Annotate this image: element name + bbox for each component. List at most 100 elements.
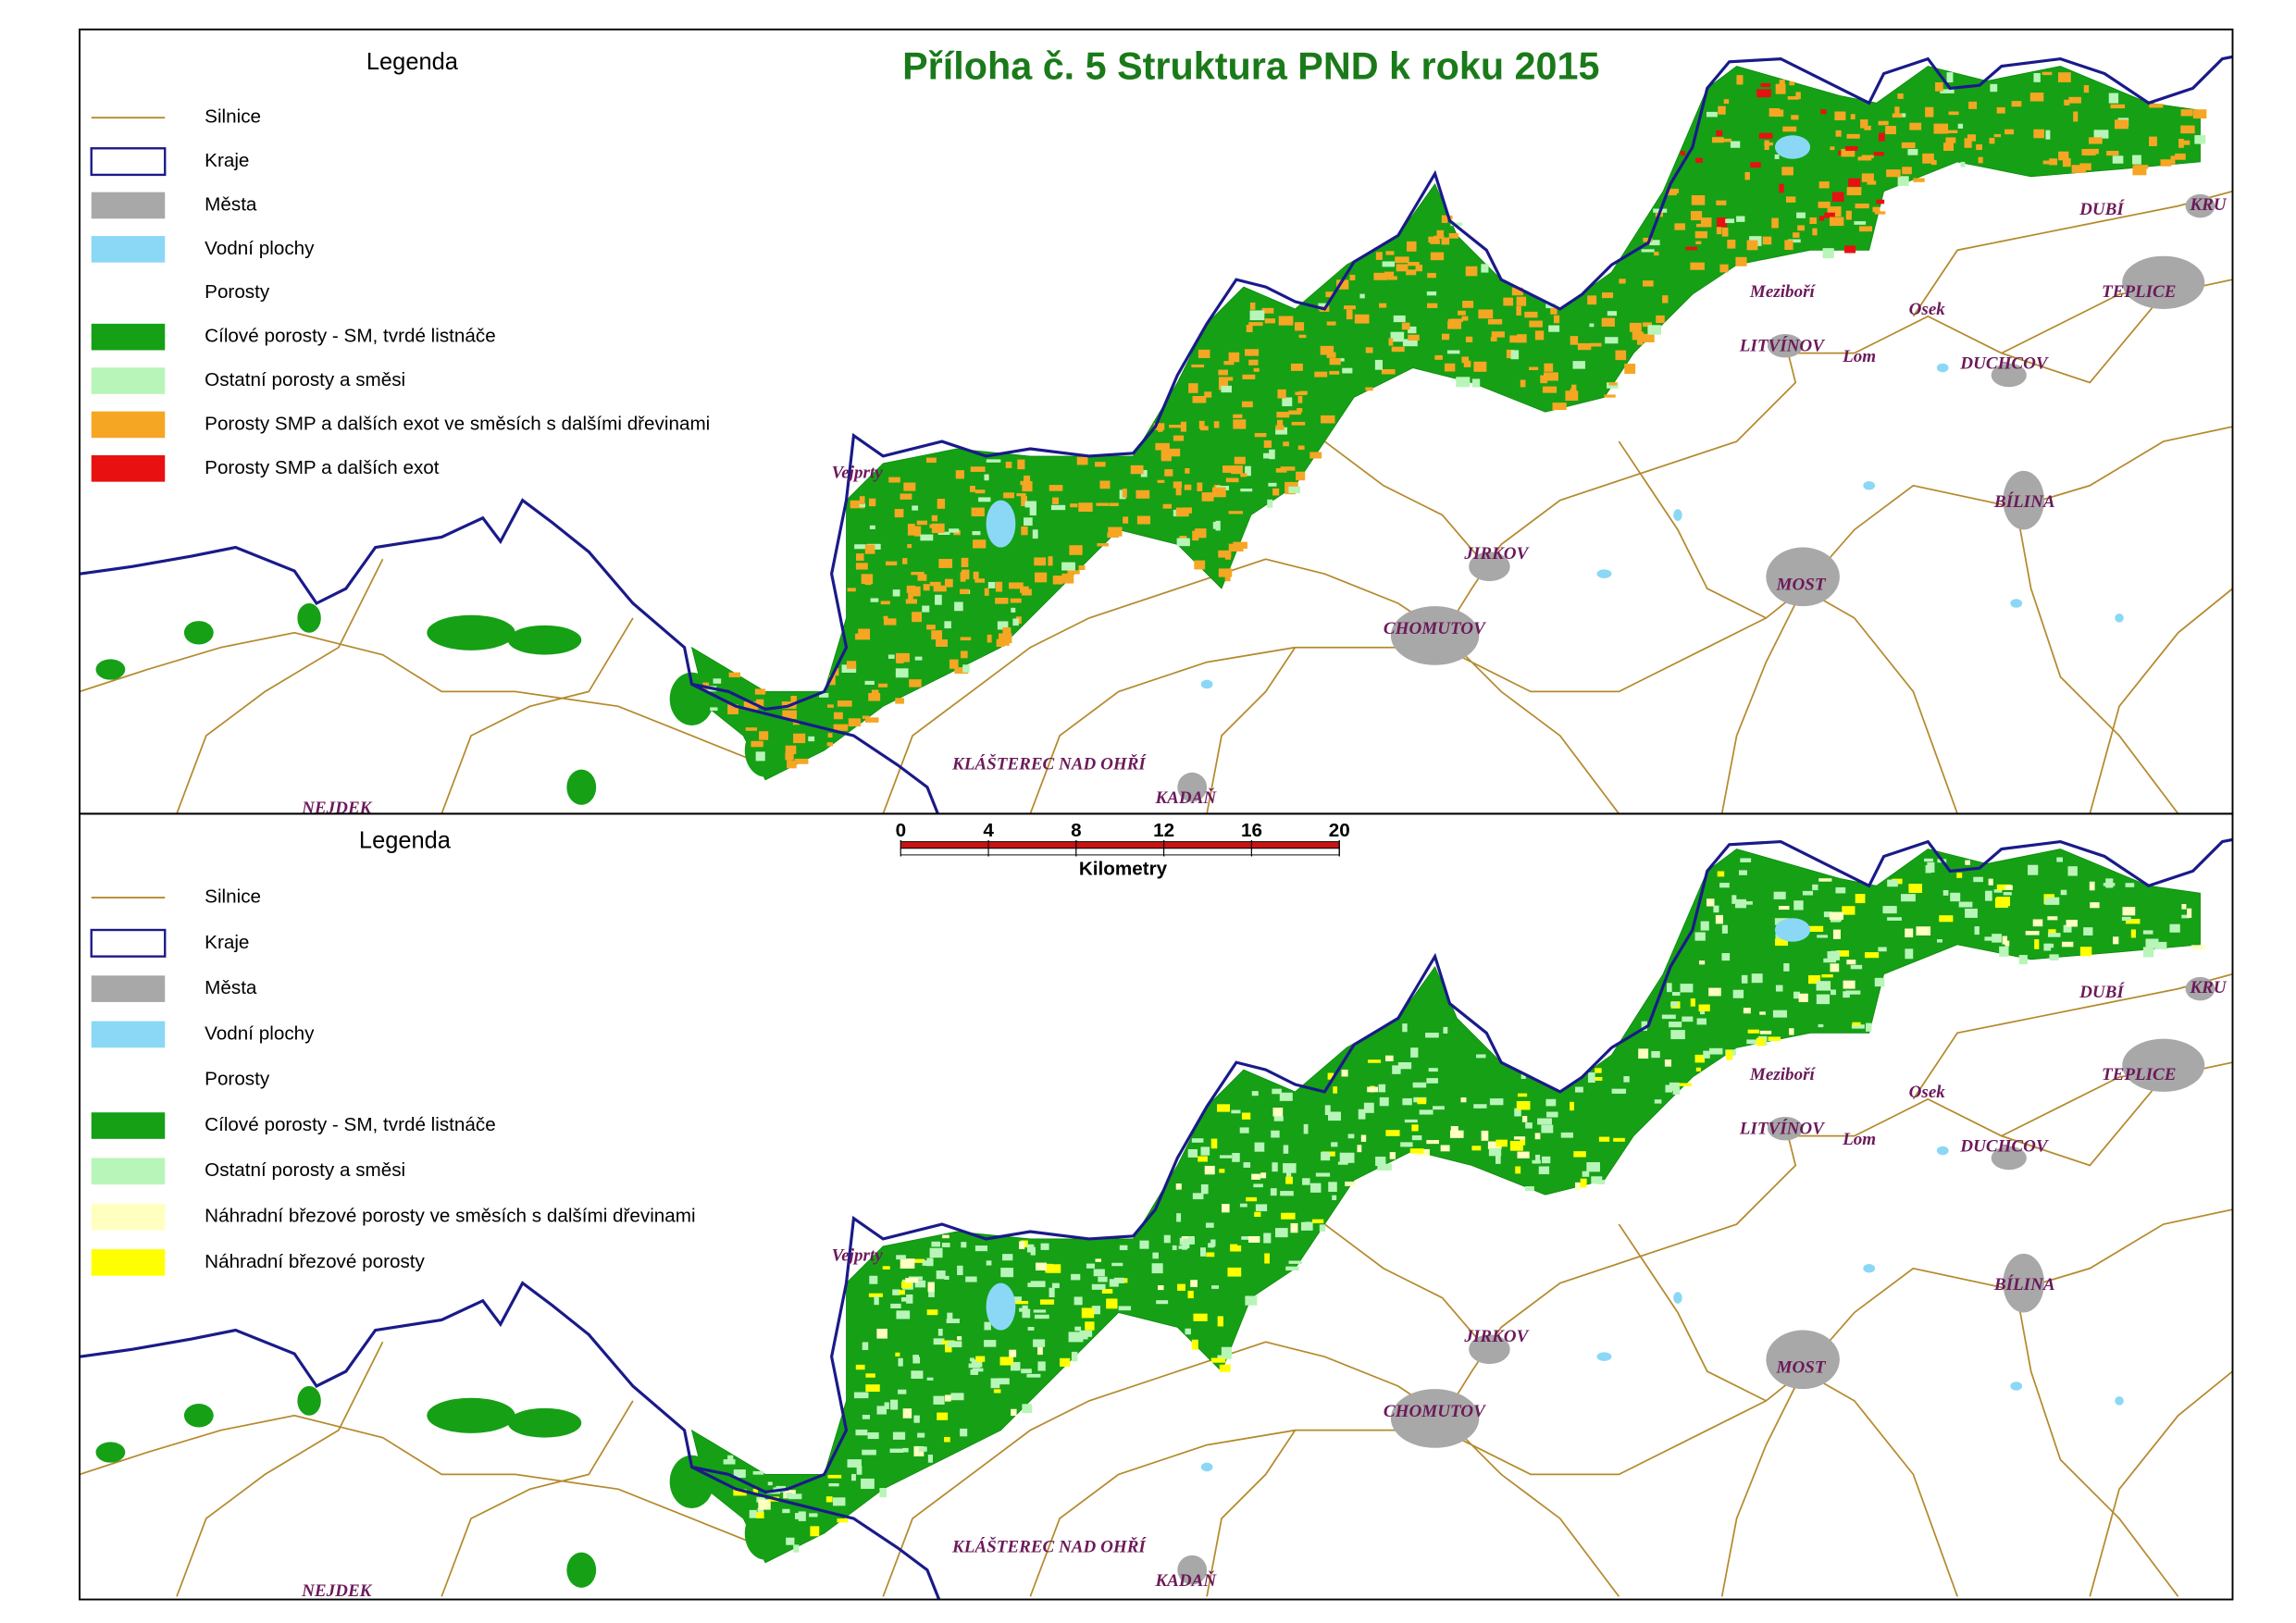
stand-patch	[2191, 945, 2205, 950]
stand-patch	[1517, 334, 1527, 343]
stand-patch	[868, 1293, 883, 1297]
stand-patch	[1091, 1306, 1101, 1315]
stand-patch	[1273, 1116, 1284, 1121]
stand-patch	[1774, 154, 1780, 159]
stand-patch	[1759, 1011, 1766, 1015]
stand-patch	[1212, 487, 1226, 498]
stand-patch	[1078, 565, 1086, 571]
stand-patch	[1032, 529, 1038, 539]
stand-patch	[998, 1378, 1010, 1385]
stand-patch	[1012, 618, 1019, 626]
stand-patch	[1232, 1153, 1240, 1162]
stand-patch	[1034, 557, 1047, 566]
stand-patch	[876, 1406, 887, 1415]
town	[2122, 1038, 2205, 1092]
stand-patch	[1907, 149, 1918, 155]
legend-label: Města	[205, 193, 257, 215]
stand-patch	[1254, 1142, 1265, 1152]
stand-patch	[973, 571, 979, 580]
stand-patch	[1410, 1047, 1419, 1058]
road	[882, 558, 1620, 814]
stand-patch	[974, 578, 986, 583]
stand-patch	[1463, 360, 1471, 367]
stand-patch	[1510, 350, 1520, 360]
stand-patch	[788, 1493, 802, 1500]
stand-patch	[898, 1290, 905, 1295]
stand-patch	[1831, 950, 1838, 954]
road	[2015, 507, 2179, 814]
stand-patch	[1649, 240, 1660, 246]
stand-patch	[1589, 323, 1595, 328]
legend-label: Porosty	[205, 1069, 270, 1090]
stand-patch	[1716, 217, 1728, 228]
stand-patch	[1836, 950, 1850, 957]
stand-patch	[2089, 881, 2095, 891]
stand-patch	[1607, 382, 1619, 389]
stand-patch	[2160, 159, 2172, 167]
stand-patch	[810, 1526, 820, 1537]
stand-patch	[1695, 157, 1703, 163]
legend-label: Města	[205, 977, 257, 998]
road	[1206, 1430, 1297, 1597]
stand-patch	[782, 1508, 790, 1514]
stand-patch	[1081, 1307, 1095, 1319]
legend-label: Porosty	[205, 281, 270, 303]
place-label: KADAŇ	[1154, 1570, 1217, 1591]
scale-segment	[1075, 841, 1165, 849]
stand-patch	[1302, 1178, 1310, 1185]
stand-patch	[1552, 403, 1567, 411]
stand-patch	[1538, 1166, 1550, 1175]
stand-patch	[1200, 1183, 1209, 1195]
stand-patch	[975, 1356, 986, 1362]
scale-segment	[1250, 841, 1340, 849]
legend-title: Legenda	[359, 827, 452, 853]
place-label: TEPLICE	[2102, 1065, 2177, 1084]
legend-symbol	[91, 975, 166, 1002]
stand-patch	[2067, 866, 2078, 876]
stand-patch	[1172, 1245, 1177, 1251]
water	[1596, 1352, 1612, 1361]
stand-patch	[1529, 320, 1543, 328]
region-border	[80, 55, 2233, 712]
stand-patch	[1476, 1054, 1486, 1059]
stand-patch	[912, 1355, 919, 1359]
stand-patch	[1009, 582, 1024, 589]
stand-patch	[900, 1296, 908, 1302]
stand-patch	[1604, 394, 1616, 398]
stand-patch	[931, 630, 943, 640]
stand-patch	[1011, 1361, 1021, 1371]
stand-patch	[883, 618, 897, 626]
stand-patch	[1607, 311, 1618, 316]
stand-patch	[2081, 149, 2096, 156]
stand-patch	[1882, 906, 1897, 914]
town	[1469, 551, 1510, 582]
stand-patch	[1575, 1086, 1583, 1093]
stand-patch	[1253, 1183, 1263, 1188]
stand-patch	[1706, 898, 1715, 907]
stand-patch	[1113, 1277, 1124, 1283]
stand-patch	[1605, 337, 1619, 344]
town	[2003, 470, 2044, 530]
stand-patch	[1712, 137, 1724, 143]
region-border	[80, 837, 2233, 1494]
stand-patch	[1654, 1099, 1662, 1104]
stand-patch	[1296, 471, 1306, 481]
water	[1596, 569, 1612, 578]
stand-patch	[987, 634, 992, 643]
stand-patch	[2004, 129, 2015, 135]
place-label: MOST	[1776, 575, 1827, 594]
stand-patch	[855, 633, 870, 640]
stand-patch	[1270, 1188, 1277, 1196]
stand-patch	[1409, 1148, 1424, 1154]
road	[1206, 647, 1297, 814]
stand-patch	[2066, 920, 2078, 927]
stand-patch	[1328, 1111, 1341, 1121]
stand-patch	[1441, 237, 1450, 245]
forest-patch	[183, 1404, 214, 1428]
stand-patch	[1158, 1285, 1164, 1291]
stand-patch	[1823, 911, 1832, 918]
stand-patch	[871, 689, 879, 697]
stand-patch	[1434, 354, 1443, 360]
stand-patch	[1596, 1180, 1606, 1184]
stand-patch	[1471, 1146, 1482, 1151]
